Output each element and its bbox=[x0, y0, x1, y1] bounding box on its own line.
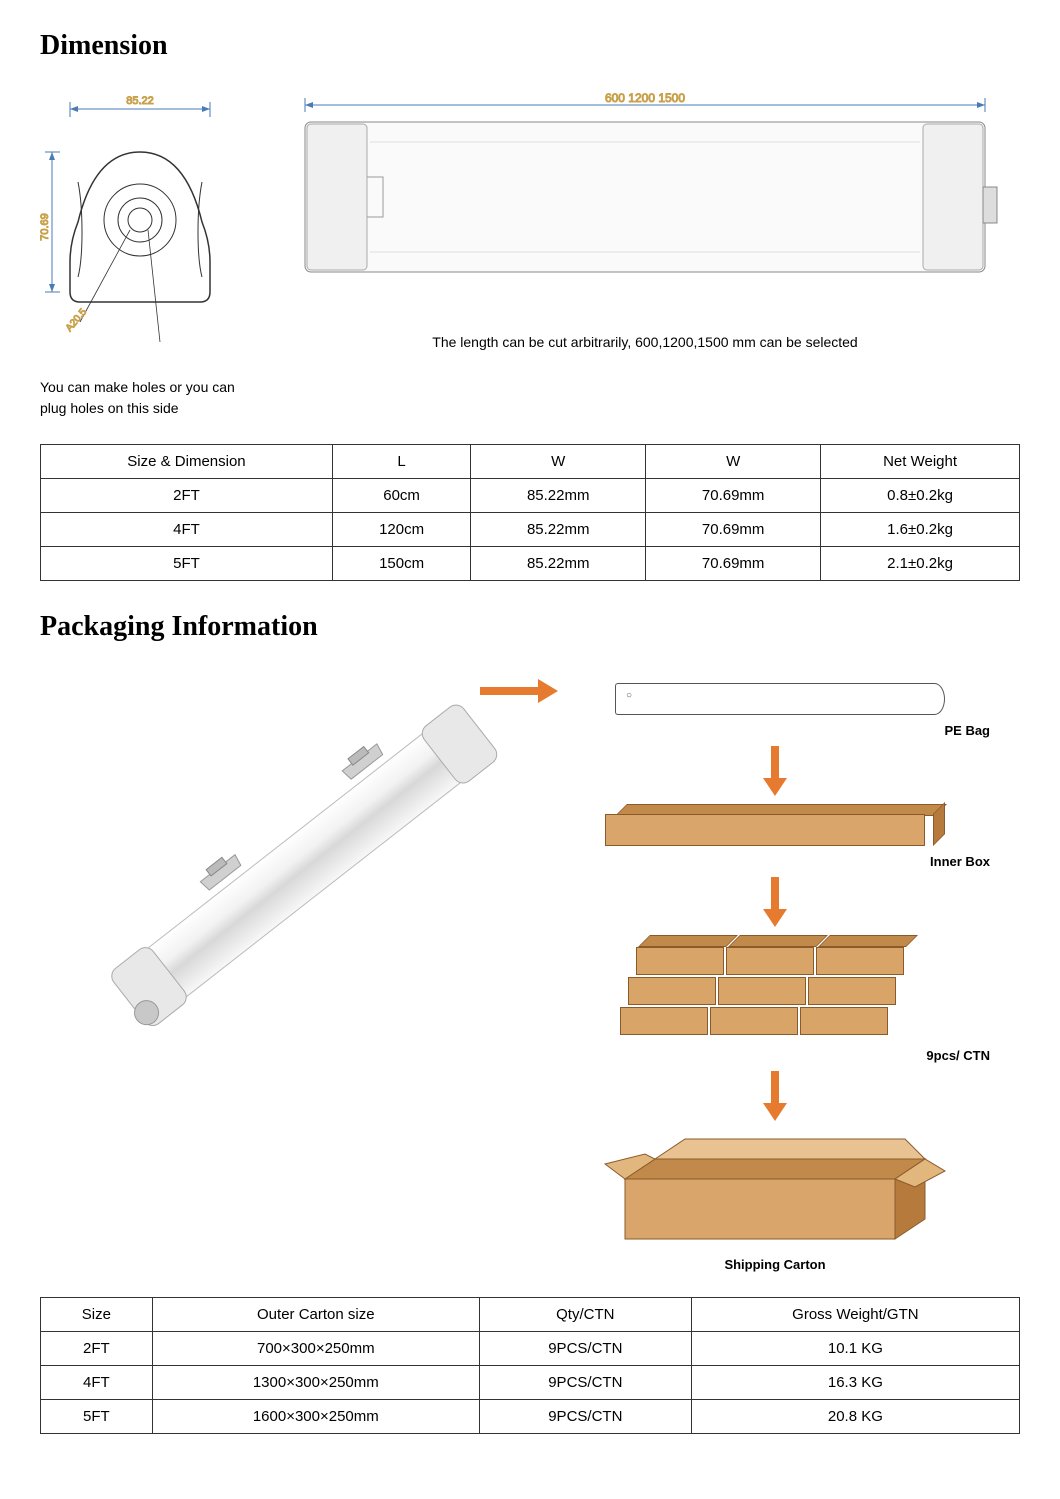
col-header: Outer Carton size bbox=[152, 1298, 479, 1332]
packaging-steps: PE Bag Inner Box 9pcs/ CTN bbox=[530, 673, 1020, 1272]
pe-bag-label: PE Bag bbox=[530, 723, 1020, 738]
col-header: Gross Weight/GTN bbox=[691, 1298, 1019, 1332]
dimension-drawings: 85.22 70.69 A20.5 You can make holes or … bbox=[40, 92, 1020, 419]
col-header: Qty/CTN bbox=[479, 1298, 691, 1332]
col-header: Size & Dimension bbox=[41, 445, 333, 479]
arrow-down-icon bbox=[767, 746, 783, 796]
stack-icon bbox=[620, 935, 930, 1040]
arrow-down-icon bbox=[767, 1071, 783, 1121]
col-header: Size bbox=[41, 1298, 153, 1332]
dimension-table: Size & Dimension L W W Net Weight 2FT60c… bbox=[40, 444, 1020, 581]
length-dim: 600 1200 1500 bbox=[605, 92, 685, 105]
packaging-title: Packaging Information bbox=[40, 611, 1020, 643]
carton-icon bbox=[595, 1129, 955, 1249]
col-header: W bbox=[471, 445, 646, 479]
inner-box-icon bbox=[605, 804, 945, 846]
pe-bag-icon bbox=[615, 683, 935, 715]
packaging-flow: PE Bag Inner Box 9pcs/ CTN bbox=[40, 673, 1020, 1272]
arrow-down-icon bbox=[767, 877, 783, 927]
table-row: 5FT150cm85.22mm70.69mm2.1±0.2kg bbox=[41, 547, 1020, 581]
table-row: 2FT700×300×250mm9PCS/CTN10.1 KG bbox=[41, 1332, 1020, 1366]
width-dim: 85.22 bbox=[126, 95, 154, 107]
height-dim: 70.69 bbox=[40, 213, 51, 241]
col-header: W bbox=[646, 445, 821, 479]
profile-drawing: 85.22 70.69 A20.5 You can make holes or … bbox=[40, 92, 240, 419]
table-row: 4FT1300×300×250mm9PCS/CTN16.3 KG bbox=[41, 1366, 1020, 1400]
table-row: 5FT1600×300×250mm9PCS/CTN20.8 KG bbox=[41, 1400, 1020, 1434]
table-row: 4FT120cm85.22mm70.69mm1.6±0.2kg bbox=[41, 513, 1020, 547]
radius-dim: A20.5 bbox=[64, 307, 90, 334]
table-header-row: Size Outer Carton size Qty/CTN Gross Wei… bbox=[41, 1298, 1020, 1332]
table-header-row: Size & Dimension L W W Net Weight bbox=[41, 445, 1020, 479]
table-row: 2FT60cm85.22mm70.69mm0.8±0.2kg bbox=[41, 479, 1020, 513]
product-photo bbox=[40, 673, 520, 1093]
packaging-table: Size Outer Carton size Qty/CTN Gross Wei… bbox=[40, 1297, 1020, 1434]
shipping-label: Shipping Carton bbox=[530, 1257, 1020, 1272]
col-header: Net Weight bbox=[821, 445, 1020, 479]
side-drawing: 600 1200 1500 The length can be cut arbi… bbox=[270, 92, 1020, 353]
side-caption: The length can be cut arbitrarily, 600,1… bbox=[270, 332, 1020, 353]
profile-caption: You can make holes or you can plug holes… bbox=[40, 377, 240, 419]
col-header: L bbox=[332, 445, 470, 479]
dimension-title: Dimension bbox=[40, 30, 1020, 62]
inner-box-label: Inner Box bbox=[530, 854, 1020, 869]
qty-label: 9pcs/ CTN bbox=[530, 1048, 1020, 1063]
arrow-right-icon bbox=[480, 683, 560, 699]
